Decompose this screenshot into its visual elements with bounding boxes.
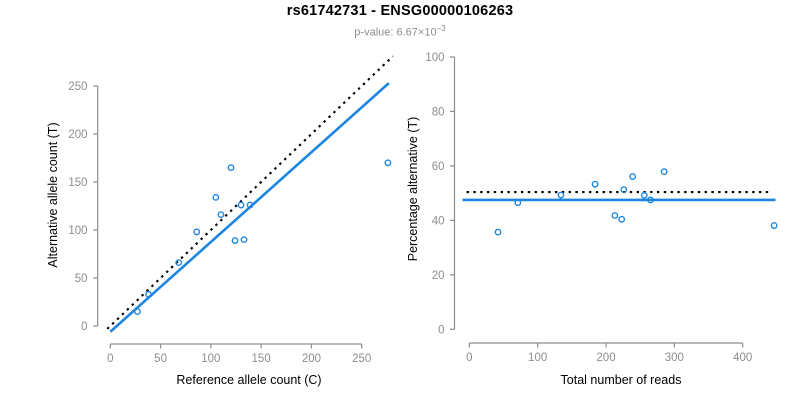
pvalue-text: p-value: 6.67×10 bbox=[354, 26, 437, 39]
x-tick-label: 0 bbox=[107, 353, 113, 365]
y-tick-label: 40 bbox=[432, 215, 445, 227]
data-point bbox=[193, 228, 201, 236]
y-tick-label: 200 bbox=[68, 129, 87, 141]
data-point bbox=[240, 236, 248, 244]
line-identity bbox=[106, 55, 394, 330]
left-xaxis-title: Reference allele count (C) bbox=[176, 373, 321, 387]
y-tick-label: 0 bbox=[438, 324, 444, 336]
data-point bbox=[618, 215, 626, 223]
data-point bbox=[175, 259, 183, 267]
data-point bbox=[620, 186, 628, 194]
y-tick-label: 80 bbox=[432, 106, 445, 118]
y-tick-label: 100 bbox=[68, 225, 87, 237]
data-point bbox=[647, 196, 654, 204]
y-tick-label: 100 bbox=[425, 52, 444, 64]
x-tick-label: 200 bbox=[596, 352, 615, 364]
right-xaxis-title: Total number of reads bbox=[561, 373, 682, 387]
data-point bbox=[494, 228, 502, 236]
x-tick-label: 200 bbox=[302, 353, 321, 365]
y-tick-label: 150 bbox=[68, 177, 87, 189]
y-tick-label: 20 bbox=[432, 270, 445, 282]
data-point bbox=[660, 168, 668, 176]
x-tick-label: 100 bbox=[201, 353, 220, 365]
right-yaxis-title: Percentage alternative (T) bbox=[406, 117, 420, 262]
chart-title: rs61742731 - ENSG00000106263 bbox=[286, 3, 514, 19]
data-point bbox=[629, 173, 637, 180]
x-tick-label: 300 bbox=[665, 352, 684, 364]
y-tick-label: 60 bbox=[432, 161, 445, 173]
chart-subtitle: p-value: 6.67×10−3 bbox=[0, 24, 800, 39]
data-point bbox=[591, 180, 599, 188]
data-point bbox=[237, 201, 245, 209]
x-tick-label: 0 bbox=[466, 352, 472, 364]
x-tick-label: 50 bbox=[154, 353, 167, 365]
y-tick-label: 250 bbox=[68, 81, 87, 93]
left-yaxis-title: Alternative allele count (T) bbox=[46, 122, 60, 267]
data-point bbox=[246, 201, 254, 209]
x-tick-label: 150 bbox=[252, 353, 271, 365]
x-tick-label: 100 bbox=[528, 352, 547, 364]
data-point bbox=[384, 159, 392, 167]
x-tick-label: 400 bbox=[733, 352, 752, 364]
data-point bbox=[217, 211, 225, 219]
data-point bbox=[231, 237, 239, 244]
data-point bbox=[145, 290, 152, 298]
data-point bbox=[640, 191, 648, 199]
data-point bbox=[134, 308, 141, 315]
data-point bbox=[227, 164, 235, 172]
plot-dynamic-layer: 0 50 100 150 200 250 0 50 100 150 200 250 0 20 40 60 80 1… bbox=[68, 52, 778, 365]
data-point bbox=[557, 191, 565, 199]
data-point bbox=[611, 212, 619, 219]
x-tick-label: 250 bbox=[352, 353, 371, 365]
data-point bbox=[770, 222, 778, 229]
data-point bbox=[212, 193, 220, 201]
data-point bbox=[514, 199, 522, 207]
y-tick-label: 0 bbox=[81, 321, 87, 333]
y-tick-label: 50 bbox=[75, 273, 88, 285]
pvalue-exponent: −3 bbox=[436, 24, 446, 33]
